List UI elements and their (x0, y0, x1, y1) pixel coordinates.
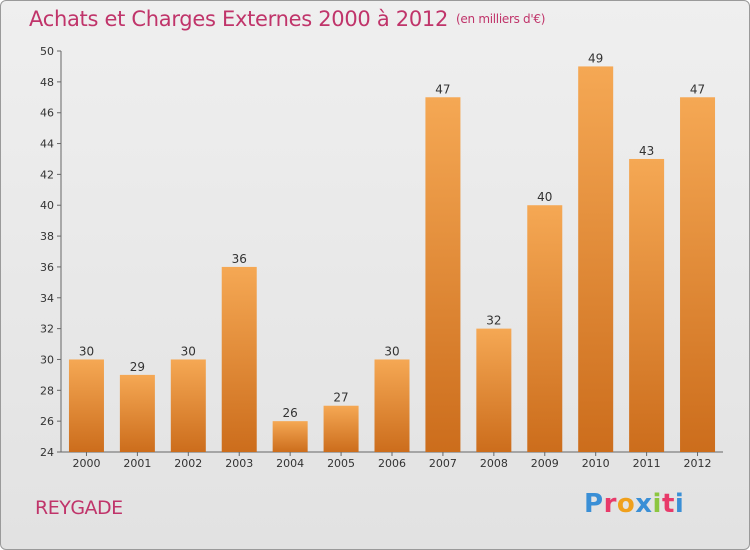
bar-value-label: 30 (384, 344, 399, 358)
bar (68, 359, 104, 452)
logo-letter: t (661, 489, 675, 519)
y-tick-label: 32 (40, 323, 54, 336)
x-tick-label: 2006 (378, 457, 406, 470)
chart-title-text: Achats et Charges Externes 2000 à 2012 (29, 7, 449, 31)
bar (629, 158, 665, 452)
bar (272, 421, 308, 452)
bar-value-label: 30 (181, 344, 196, 358)
x-tick-label: 2010 (582, 457, 610, 470)
y-tick-label: 40 (40, 199, 54, 212)
commune-name: REYGADE (35, 497, 123, 519)
y-tick-label: 34 (40, 292, 54, 305)
x-tick-label: 2007 (429, 457, 457, 470)
bar-value-label: 43 (639, 144, 654, 158)
bar (119, 374, 155, 452)
logo-letter: i (652, 489, 662, 519)
x-tick-label: 2004 (276, 457, 304, 470)
bar-value-label: 26 (283, 406, 298, 420)
y-tick-label: 48 (40, 76, 54, 89)
bar (680, 97, 716, 453)
bar-value-label: 29 (130, 360, 145, 374)
x-tick-label: 2011 (633, 457, 661, 470)
logo-letter: P (584, 489, 604, 519)
logo-letter: x (635, 489, 653, 519)
x-tick-label: 2005 (327, 457, 355, 470)
y-tick-label: 24 (40, 446, 54, 459)
bar-value-label: 27 (333, 391, 348, 405)
x-tick-label: 2000 (72, 457, 100, 470)
bar-value-label: 36 (232, 252, 247, 266)
bar (578, 66, 614, 452)
y-tick-label: 44 (40, 138, 54, 151)
logo-letter: o (616, 489, 636, 519)
x-tick-label: 2012 (684, 457, 712, 470)
bar (425, 97, 461, 453)
bar-value-label: 32 (486, 314, 501, 328)
bar (476, 328, 512, 452)
bar (170, 359, 206, 452)
x-tick-label: 2003 (225, 457, 253, 470)
y-tick-label: 42 (40, 168, 54, 181)
y-tick-label: 38 (40, 230, 54, 243)
x-tick-label: 2002 (174, 457, 202, 470)
bar-value-label: 40 (537, 190, 552, 204)
x-tick-label: 2001 (123, 457, 151, 470)
x-tick-label: 2008 (480, 457, 508, 470)
bar (323, 405, 359, 452)
chart-unit: (en milliers d'€) (456, 12, 546, 26)
y-tick-label: 28 (40, 384, 54, 397)
logo-letter: r (603, 489, 617, 519)
bar-value-label: 49 (588, 51, 603, 65)
y-tick-label: 26 (40, 415, 54, 428)
x-tick-label: 2009 (531, 457, 559, 470)
bar-value-label: 47 (435, 82, 450, 96)
chart-title: Achats et Charges Externes 2000 à 2012 (e… (29, 7, 545, 31)
y-tick-label: 46 (40, 107, 54, 120)
y-tick-label: 36 (40, 261, 54, 274)
bar-value-label: 30 (79, 344, 94, 358)
y-tick-label: 50 (40, 45, 54, 58)
bar (527, 205, 563, 452)
bar (221, 266, 257, 452)
bar (374, 359, 410, 452)
y-tick-label: 30 (40, 353, 54, 366)
proxiti-logo: Proxiti (584, 489, 684, 519)
bar-value-label: 47 (690, 82, 705, 96)
logo-letter: i (674, 489, 685, 519)
